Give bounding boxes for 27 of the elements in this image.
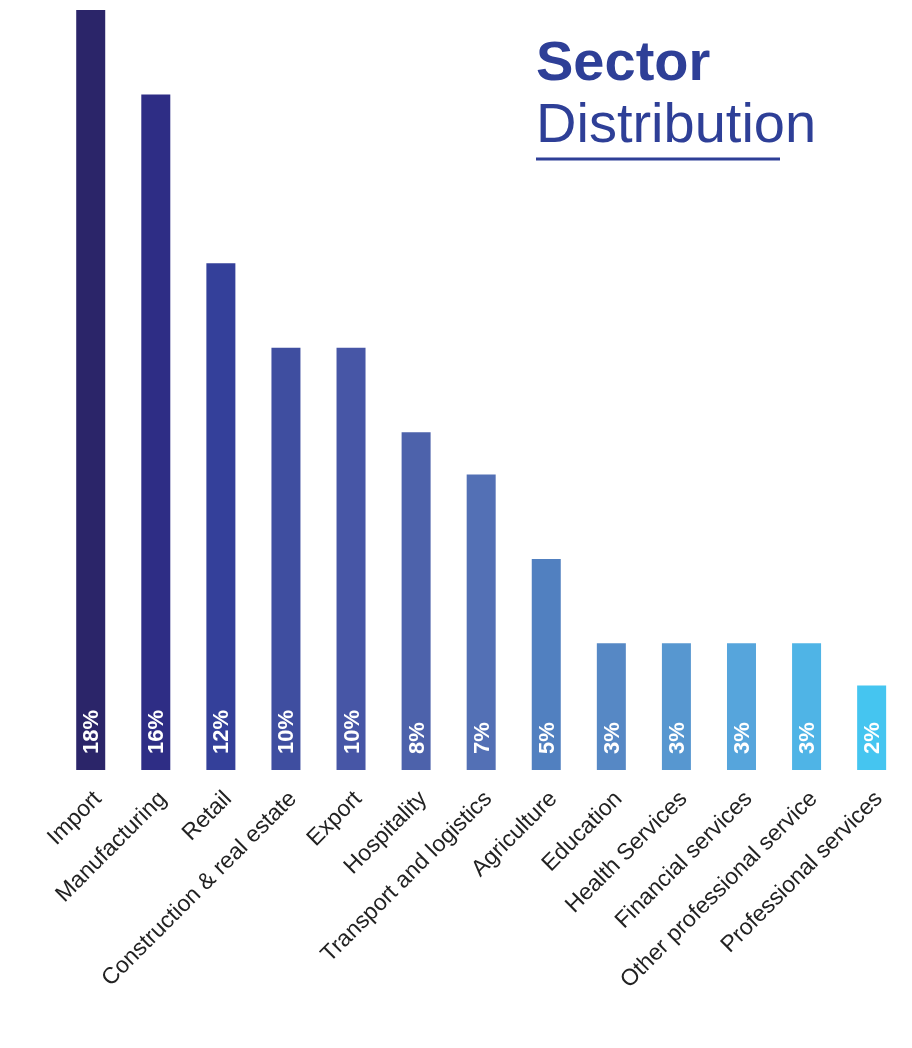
- bar: [466, 474, 496, 770]
- data-label: 3%: [598, 722, 624, 754]
- data-label: 3%: [728, 722, 754, 754]
- bar: [792, 643, 822, 770]
- text: Distribution: [536, 90, 817, 154]
- data-label: 18%: [78, 709, 104, 754]
- bar: [531, 558, 561, 770]
- data-label: 2%: [859, 722, 885, 754]
- bar: [141, 94, 171, 770]
- bar: [271, 347, 301, 770]
- bar: [726, 643, 756, 770]
- data-label: 12%: [208, 709, 234, 754]
- bar: [596, 643, 626, 770]
- data-label: 3%: [663, 722, 689, 754]
- bar: [401, 432, 431, 770]
- data-label: 10%: [273, 709, 299, 754]
- bar: [336, 347, 366, 770]
- data-label: 3%: [794, 722, 820, 754]
- data-label: 16%: [143, 709, 169, 754]
- data-label: 5%: [533, 722, 559, 754]
- data-label: 10%: [338, 709, 364, 754]
- data-label: 7%: [468, 722, 494, 754]
- bar: [76, 10, 106, 770]
- bar: [206, 263, 236, 770]
- chart-title: Sector: [536, 29, 712, 92]
- bar: [661, 643, 691, 770]
- data-label: 8%: [403, 722, 429, 754]
